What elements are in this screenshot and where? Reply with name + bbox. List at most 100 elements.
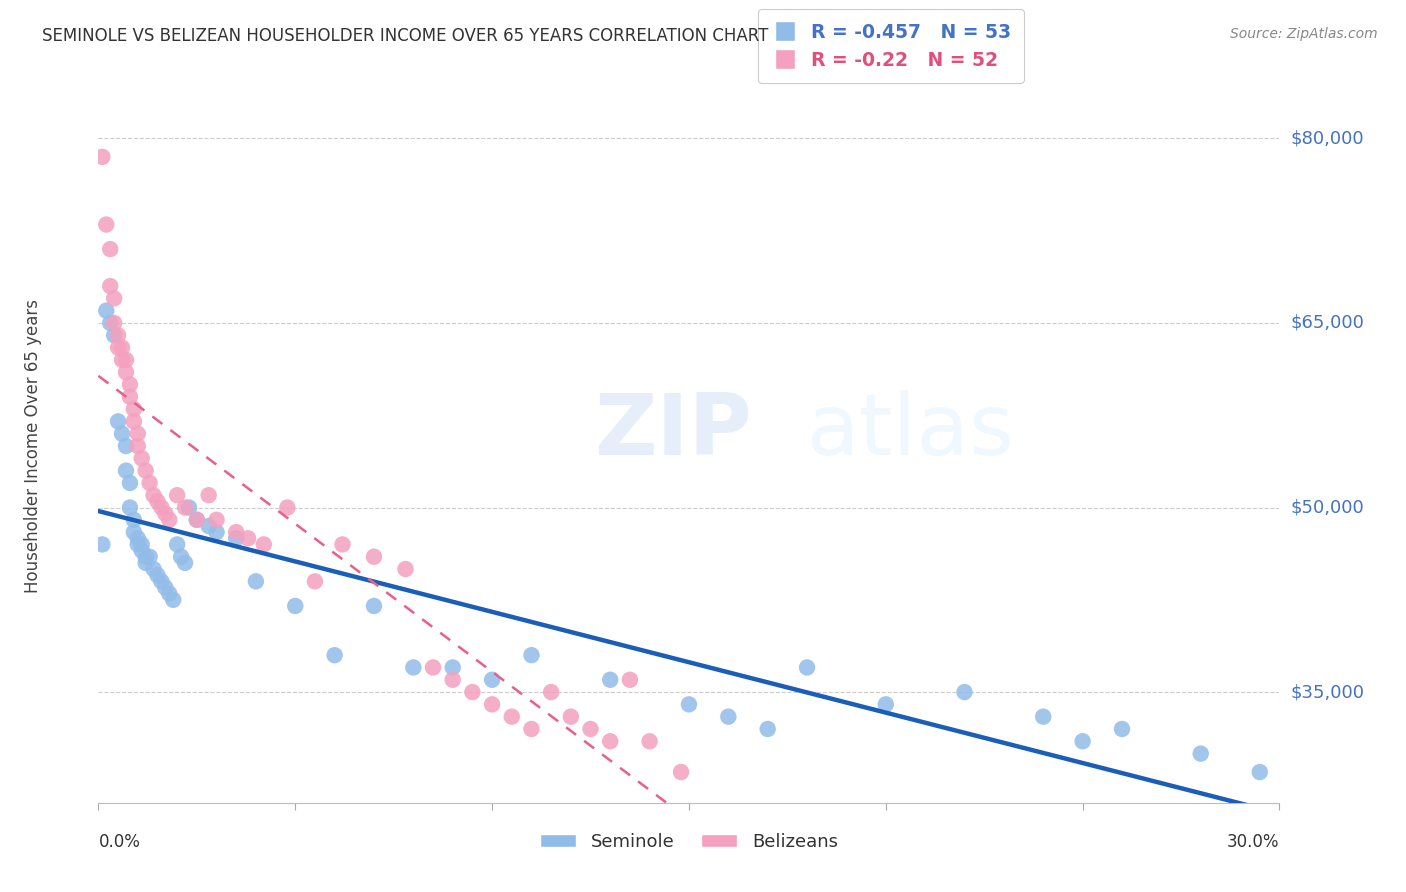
Point	[107, 414, 129, 428]
Point	[135, 549, 157, 564]
Point	[115, 365, 138, 379]
Point	[131, 451, 153, 466]
Point	[1111, 722, 1133, 736]
Point	[138, 475, 160, 490]
Point	[560, 709, 582, 723]
Point	[166, 488, 188, 502]
Point	[177, 500, 200, 515]
Text: 30.0%: 30.0%	[1227, 833, 1279, 851]
Point	[135, 556, 157, 570]
Point	[363, 599, 385, 613]
Point	[520, 648, 543, 662]
Point	[1071, 734, 1094, 748]
Point	[142, 562, 165, 576]
Point	[540, 685, 562, 699]
Point	[186, 513, 208, 527]
Point	[461, 685, 484, 699]
Legend: Seminole, Belizeans: Seminole, Belizeans	[533, 826, 845, 858]
Point	[118, 500, 141, 515]
Point	[155, 581, 177, 595]
Point	[96, 218, 118, 232]
Point	[236, 531, 259, 545]
Point	[146, 568, 169, 582]
Point	[103, 291, 125, 305]
Point	[103, 316, 125, 330]
Point	[127, 537, 149, 551]
Point	[166, 537, 188, 551]
Point	[118, 377, 141, 392]
Point	[205, 525, 228, 540]
Point	[1189, 747, 1212, 761]
Point	[111, 352, 134, 367]
Point	[678, 698, 700, 712]
Text: Source: ZipAtlas.com: Source: ZipAtlas.com	[1230, 27, 1378, 41]
Point	[225, 531, 247, 545]
Point	[481, 698, 503, 712]
Text: $80,000: $80,000	[1291, 129, 1364, 147]
Point	[103, 328, 125, 343]
Text: $50,000: $50,000	[1291, 499, 1364, 516]
Point	[796, 660, 818, 674]
Point	[91, 537, 114, 551]
Point	[142, 488, 165, 502]
Point	[118, 475, 141, 490]
Point	[579, 722, 602, 736]
Point	[127, 426, 149, 441]
Point	[197, 488, 219, 502]
Point	[638, 734, 661, 748]
Point	[441, 673, 464, 687]
Point	[111, 341, 134, 355]
Point	[115, 464, 138, 478]
Point	[157, 513, 180, 527]
Text: ZIP: ZIP	[595, 390, 752, 474]
Point	[170, 549, 193, 564]
Point	[107, 328, 129, 343]
Point	[599, 734, 621, 748]
Point	[98, 316, 121, 330]
Text: Householder Income Over 65 years: Householder Income Over 65 years	[24, 299, 42, 593]
Point	[127, 531, 149, 545]
Point	[441, 660, 464, 674]
Text: 0.0%: 0.0%	[98, 833, 141, 851]
Text: atlas: atlas	[807, 390, 1015, 474]
Point	[481, 673, 503, 687]
Point	[91, 150, 114, 164]
Point	[253, 537, 276, 551]
Point	[146, 494, 169, 508]
Point	[122, 525, 145, 540]
Point	[304, 574, 326, 589]
Point	[162, 592, 184, 607]
Point	[205, 513, 228, 527]
Point	[276, 500, 298, 515]
Point	[186, 513, 208, 527]
Point	[284, 599, 307, 613]
Point	[394, 562, 416, 576]
Point	[157, 587, 180, 601]
Point	[174, 500, 197, 515]
Point	[245, 574, 267, 589]
Point	[501, 709, 523, 723]
Point	[127, 439, 149, 453]
Point	[150, 500, 173, 515]
Point	[138, 549, 160, 564]
Point	[756, 722, 779, 736]
Point	[323, 648, 346, 662]
Point	[135, 464, 157, 478]
Point	[131, 537, 153, 551]
Point	[111, 426, 134, 441]
Point	[98, 242, 121, 256]
Point	[98, 279, 121, 293]
Point	[122, 513, 145, 527]
Point	[174, 556, 197, 570]
Point	[122, 402, 145, 417]
Text: $65,000: $65,000	[1291, 314, 1364, 332]
Point	[422, 660, 444, 674]
Point	[150, 574, 173, 589]
Point	[115, 352, 138, 367]
Point	[363, 549, 385, 564]
Point	[669, 765, 692, 780]
Point	[1032, 709, 1054, 723]
Text: $35,000: $35,000	[1291, 683, 1365, 701]
Point	[118, 390, 141, 404]
Point	[875, 698, 897, 712]
